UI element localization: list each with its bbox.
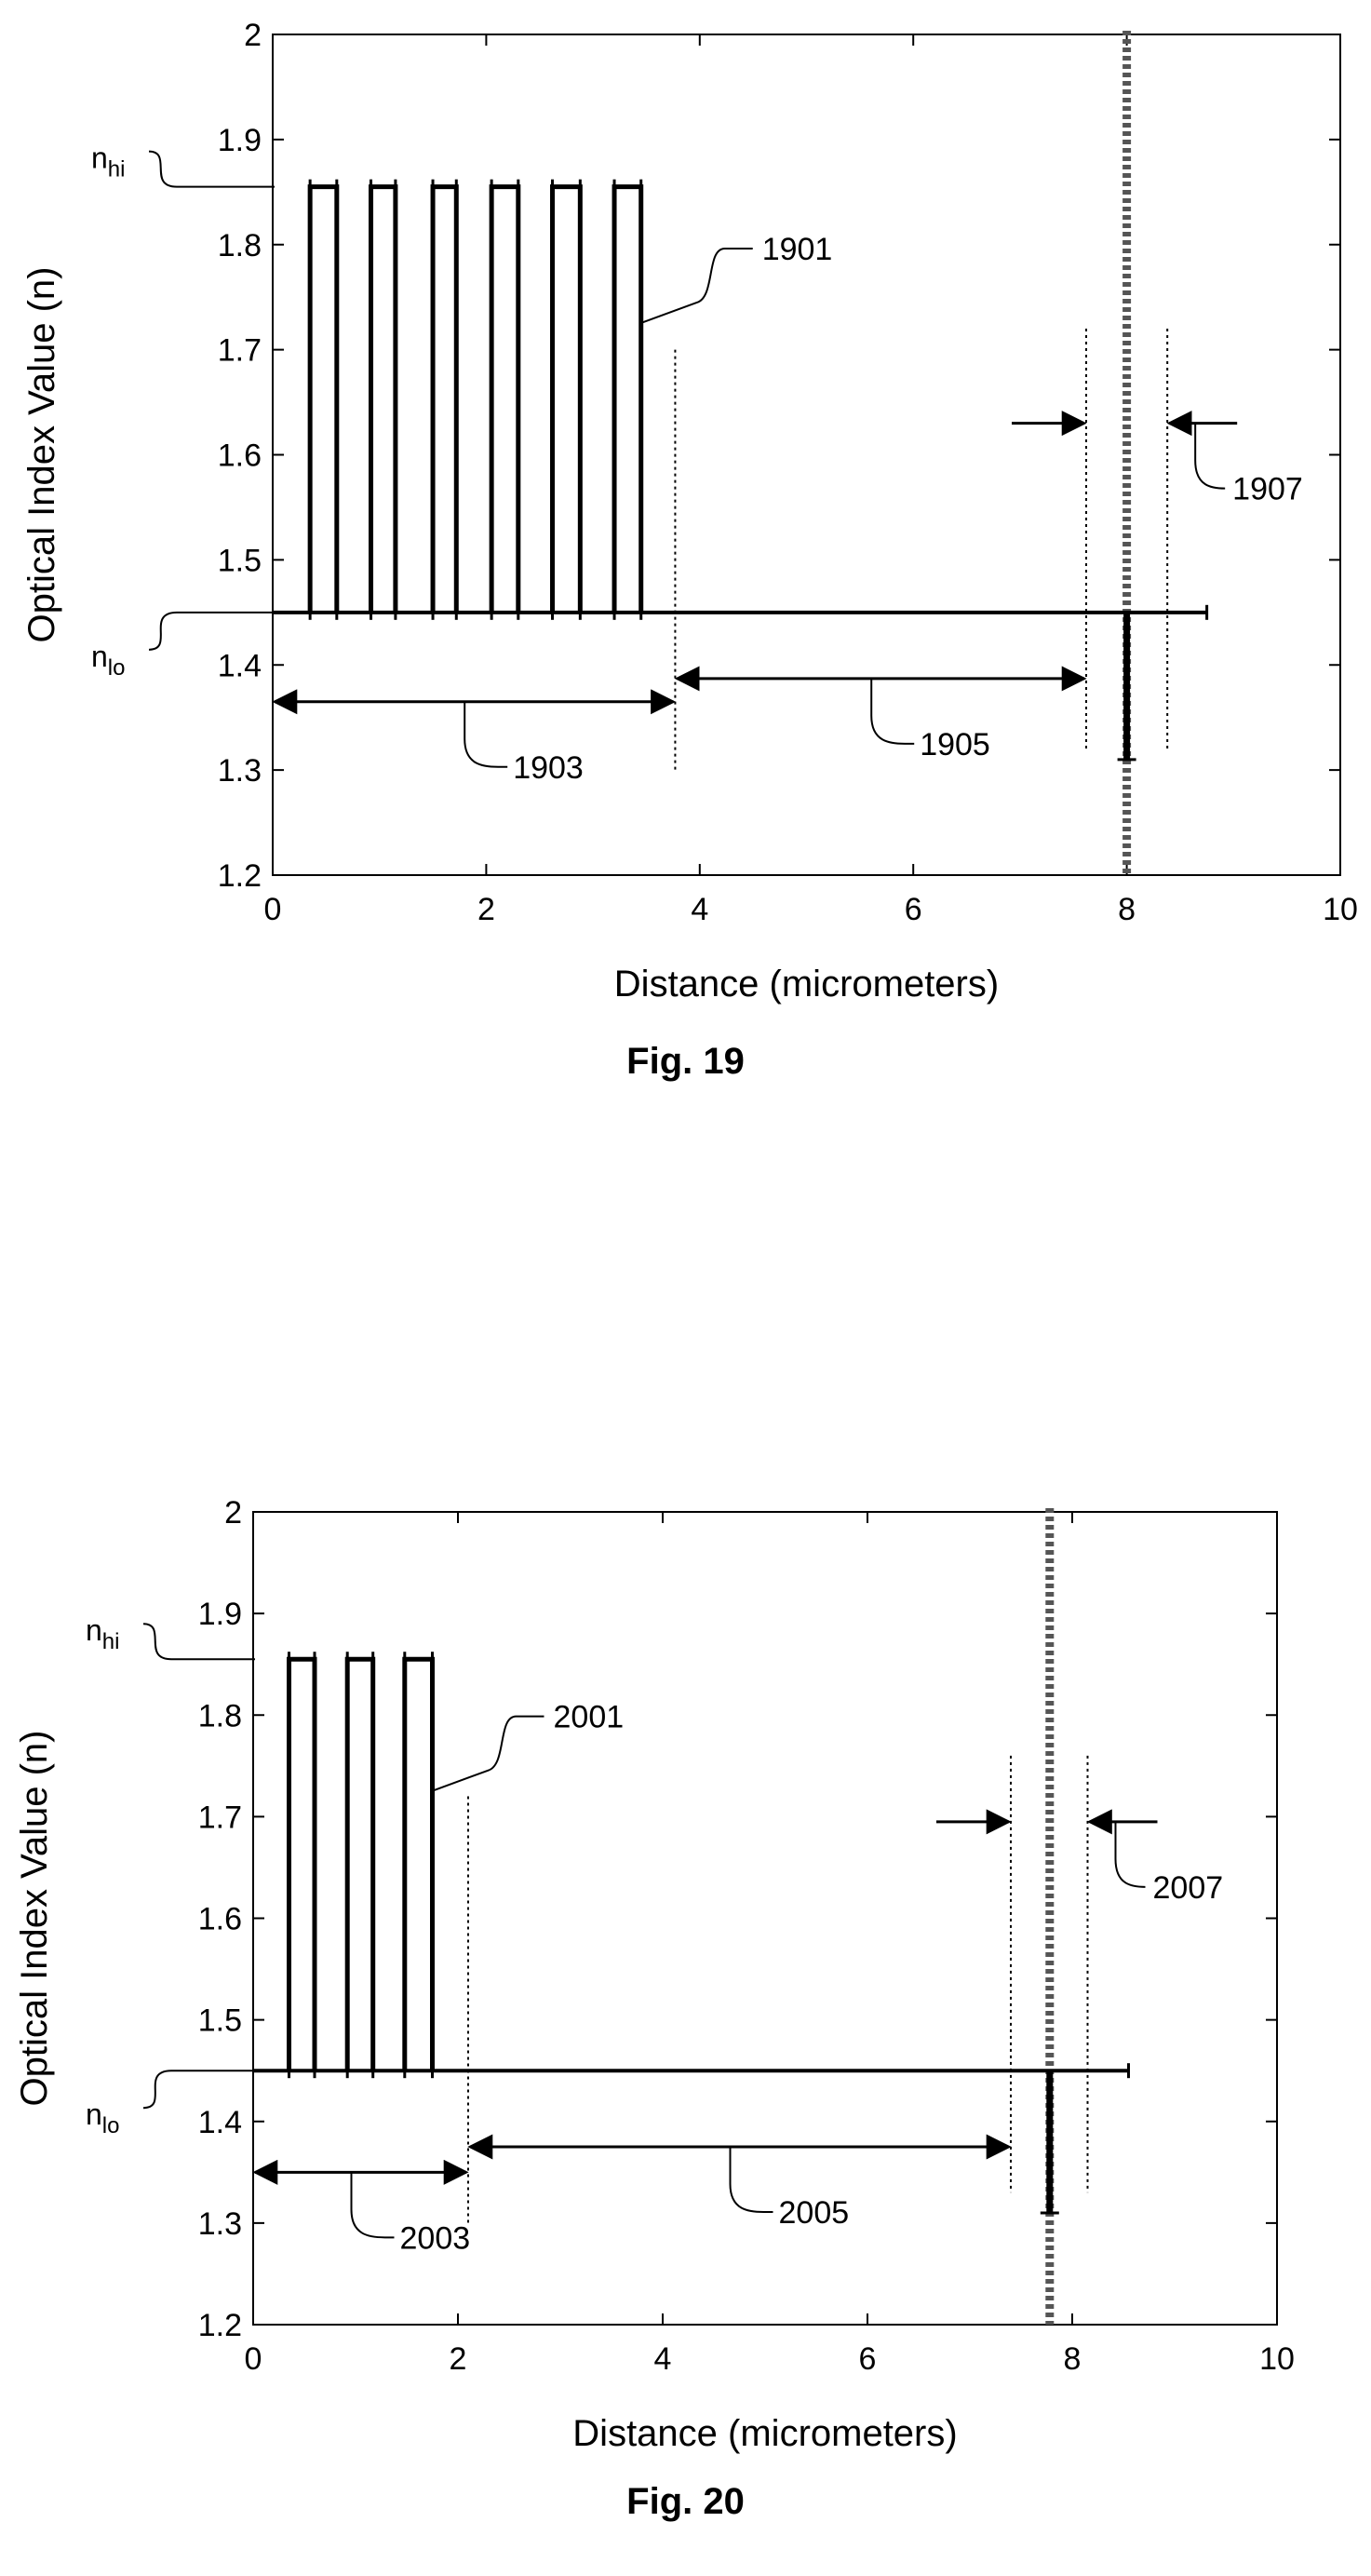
fig19-pulse-1 xyxy=(307,184,340,613)
fig19-nhi-label: nhi xyxy=(91,142,125,182)
fig19-xlabel: Distance (micrometers) xyxy=(614,964,999,1005)
fig20-ytick-label: 1.8 xyxy=(198,1698,242,1733)
fig20-ytick-label: 1.2 xyxy=(198,2308,242,2343)
fig19-xtick-label: 2 xyxy=(477,892,495,927)
fig19-xtick-label: 0 xyxy=(264,892,282,927)
fig19-chart: 0 2 4 6 8 10 1.2 1.3 1.4 1.5 1.6 1.7 1.8 1.9 2 Distance… xyxy=(21,18,1358,1005)
fig20-pulse-1 xyxy=(287,1656,317,2071)
fig19-xtick-label: 8 xyxy=(1118,892,1136,927)
fig20-nlo-label: nlo xyxy=(86,2097,119,2138)
fig19-pulse-6 xyxy=(612,184,644,613)
fig20-pulse-2 xyxy=(344,1656,376,2071)
fig20-caption: Fig. 20 xyxy=(626,2481,745,2522)
fig19-ytick-label: 1.6 xyxy=(218,438,262,474)
fig20-xtick-label: 2 xyxy=(450,2341,467,2377)
fig19-ytick-label: 1.4 xyxy=(218,648,262,683)
fig20-annotation-2007-label: 2007 xyxy=(1153,1870,1224,1906)
fig19-pulse-2 xyxy=(369,184,398,613)
fig19-xtick-label: 4 xyxy=(691,892,708,927)
fig20-xtick-label: 6 xyxy=(859,2341,877,2377)
fig20-nhi-leader xyxy=(142,1623,255,1661)
fig20-pulse-3 xyxy=(402,1656,435,2071)
fig20-xtick-label: 10 xyxy=(1259,2341,1295,2377)
fig19-pulse-3 xyxy=(430,184,459,613)
fig19-xtick-label: 6 xyxy=(905,892,922,927)
fig20-annotation-2007-leader xyxy=(1114,1821,1146,1888)
fig19-nhi-leader xyxy=(148,150,275,188)
fig19-ytick-label: 1.7 xyxy=(218,333,262,369)
fig20-ytick-label: 1.5 xyxy=(198,2003,242,2039)
fig20-xtick-label: 4 xyxy=(654,2341,672,2377)
fig20-chart: 0 2 4 6 8 10 1.2 1.3 1.4 1.5 1.6 1.7 1.8 1.9 2 Distance… xyxy=(14,1495,1295,2454)
fig20-annotation-2005-label: 2005 xyxy=(779,2195,850,2231)
figure-20: 0 2 4 6 8 10 1.2 1.3 1.4 1.5 1.6 1.7 1.8 1.9 2 Distance… xyxy=(0,1471,1371,2576)
fig20-ytick-label: 1.9 xyxy=(198,1597,242,1632)
fig19-nlo-label: nlo xyxy=(91,640,125,681)
fig20-nhi-label: nhi xyxy=(86,1613,119,1654)
fig20-xlabel: Distance (micrometers) xyxy=(572,2413,957,2454)
fig19-annotation-1907-label: 1907 xyxy=(1232,472,1303,507)
fig20-annotation-2005-leader xyxy=(729,2147,773,2214)
figure-19: 0 2 4 6 8 10 1.2 1.3 1.4 1.5 1.6 1.7 1.8 1.9 2 Distance… xyxy=(0,0,1371,1117)
fig20-ytick-label: 2 xyxy=(224,1495,242,1531)
fig20-ytick-label: 1.4 xyxy=(198,2105,242,2140)
fig19-annotation-1907-leader xyxy=(1194,423,1226,490)
fig20-ytick-label: 1.7 xyxy=(198,1800,242,1835)
fig19-nlo-leader xyxy=(148,611,275,651)
fig20-annotation-2001-label: 2001 xyxy=(554,1700,625,1735)
fig20-annotation-2003-label: 2003 xyxy=(400,2220,471,2256)
fig19-annotation-1903-leader xyxy=(464,701,508,768)
fig20-nlo-leader xyxy=(142,2070,255,2110)
fig19-ytick-label: 1.9 xyxy=(218,123,262,158)
fig19-annotation-1903-label: 1903 xyxy=(513,750,584,786)
fig19-ylabel: Optical Index Value (n) xyxy=(21,267,62,643)
fig19-caption: Fig. 19 xyxy=(626,1041,745,1082)
fig19-ytick-label: 1.5 xyxy=(218,543,262,578)
fig20-ylabel: Optical Index Value (n) xyxy=(14,1731,55,2107)
fig19-xtick-label: 10 xyxy=(1323,892,1358,927)
fig20-ytick-label: 1.3 xyxy=(198,2206,242,2242)
fig19-ytick-label: 2 xyxy=(244,18,262,53)
fig19-pulse-5 xyxy=(550,184,583,613)
fig20-annotation-2003-leader xyxy=(350,2172,395,2239)
fig19-pulse-4 xyxy=(489,184,521,613)
fig19-ytick-label: 1.2 xyxy=(218,858,262,894)
fig19-ytick-label: 1.8 xyxy=(218,228,262,263)
fig19-annotation-1905-leader xyxy=(870,678,915,745)
fig20-xtick-label: 8 xyxy=(1064,2341,1082,2377)
fig20-annotation-2001-leader xyxy=(432,1715,544,1792)
fig20-xtick-label: 0 xyxy=(245,2341,262,2377)
fig19-ytick-label: 1.3 xyxy=(218,753,262,789)
fig19-annotation-1901-label: 1901 xyxy=(762,232,833,267)
fig20-ytick-label: 1.6 xyxy=(198,1902,242,1937)
fig19-annotation-1901-leader xyxy=(640,247,753,324)
fig19-annotation-1905-label: 1905 xyxy=(920,727,990,762)
